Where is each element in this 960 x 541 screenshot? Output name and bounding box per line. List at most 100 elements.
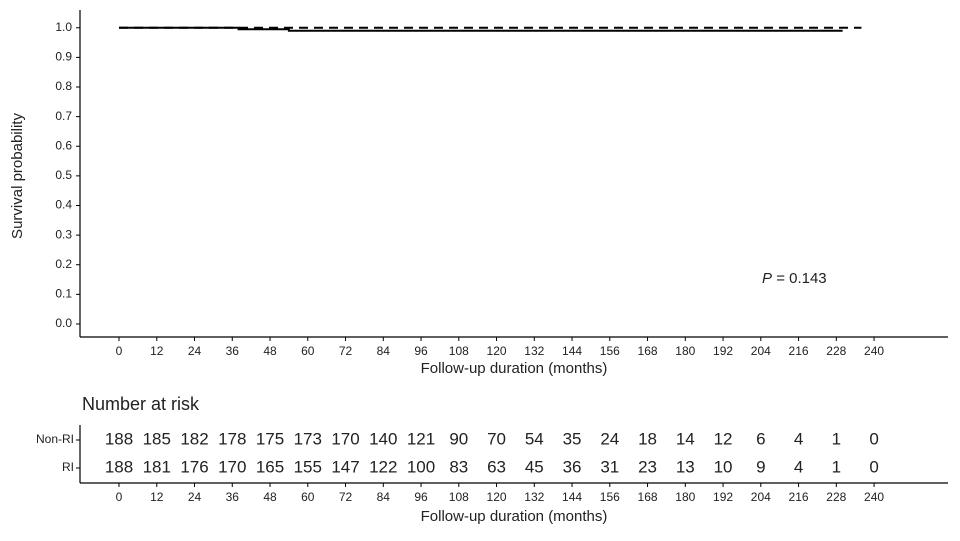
p-symbol: P	[762, 270, 772, 287]
x-tick-label: 96	[414, 490, 428, 504]
x-tick-label: 180	[675, 490, 695, 504]
x-tick-label: 60	[301, 490, 315, 504]
x-tick-label: 72	[339, 490, 353, 504]
x-tick-label: 0	[116, 490, 123, 504]
risk-count: 70	[487, 429, 506, 448]
risk-count: 12	[714, 429, 733, 448]
x-tick-label: 204	[751, 344, 771, 358]
x-tick-label: 0	[116, 344, 123, 358]
risk-count: 90	[449, 429, 468, 448]
risk-count: 155	[294, 457, 322, 476]
risk-count: 188	[105, 429, 133, 448]
risk-count: 100	[407, 457, 435, 476]
p-value: P = 0.143	[762, 270, 827, 287]
y-tick-label: 0.0	[55, 316, 72, 330]
risk-count: 175	[256, 429, 284, 448]
x-tick-label: 72	[339, 344, 353, 358]
risk-count: 121	[407, 429, 435, 448]
risk-count: 54	[525, 429, 544, 448]
risk-count: 147	[331, 457, 359, 476]
risk-count: 13	[676, 457, 695, 476]
row-label: Non-RI	[36, 432, 74, 446]
risk-count: 1	[832, 429, 841, 448]
y-tick-label: 0.9	[55, 50, 72, 64]
x-tick-label: 36	[226, 344, 240, 358]
risk-count: 36	[563, 457, 582, 476]
risk-count: 4	[794, 429, 803, 448]
y-tick-label: 0.4	[55, 198, 72, 212]
x-tick-label: 180	[675, 344, 695, 358]
risk-count: 165	[256, 457, 284, 476]
risk-count: 122	[369, 457, 397, 476]
x-tick-label: 204	[751, 490, 771, 504]
x-tick-label: 132	[524, 344, 544, 358]
y-tick-label: 0.6	[55, 138, 72, 152]
y-tick-label: 0.8	[55, 79, 72, 93]
risk-count: 176	[180, 457, 208, 476]
x-tick-label: 228	[826, 344, 846, 358]
x-tick-label: 240	[864, 490, 884, 504]
x-tick-label: 168	[638, 344, 658, 358]
x-tick-label: 24	[188, 490, 202, 504]
y-tick-label: 0.1	[55, 287, 72, 301]
x-tick-label: 168	[638, 490, 658, 504]
x-tick-label: 156	[600, 490, 620, 504]
x-tick-label: 192	[713, 344, 733, 358]
x-tick-label: 60	[301, 344, 315, 358]
y-tick-label: 1.0	[55, 20, 72, 34]
x-tick-label: 84	[377, 344, 391, 358]
y-tick-label: 0.2	[55, 257, 72, 271]
risk-count: 63	[487, 457, 506, 476]
risk-count: 9	[756, 457, 765, 476]
y-axis-label: Survival probability	[9, 113, 26, 239]
x-tick-label: 24	[188, 344, 202, 358]
x-tick-label: 108	[449, 344, 469, 358]
risk-count: 185	[143, 429, 171, 448]
x-tick-label: 132	[524, 490, 544, 504]
x-tick-label: 48	[263, 490, 277, 504]
x-tick-label: 144	[562, 344, 582, 358]
x-tick-label: 120	[487, 344, 507, 358]
x-tick-label: 36	[226, 490, 240, 504]
x-tick-label: 216	[789, 490, 809, 504]
risk-count: 18	[638, 429, 657, 448]
survival-curve	[119, 26, 843, 32]
row-label: RI	[62, 460, 74, 474]
risk-count: 140	[369, 429, 397, 448]
risk-count: 181	[143, 457, 171, 476]
x-axis-label: Follow-up duration (months)	[421, 360, 608, 377]
risk-count: 10	[714, 457, 733, 476]
risk-count: 31	[600, 457, 619, 476]
x-tick-label: 48	[263, 344, 277, 358]
risk-count: 45	[525, 457, 544, 476]
y-tick-label: 0.7	[55, 109, 72, 123]
x-tick-label: 144	[562, 490, 582, 504]
x-tick-label: 108	[449, 490, 469, 504]
risk-count: 170	[331, 429, 359, 448]
risk-count: 1	[832, 457, 841, 476]
risk-count: 4	[794, 457, 803, 476]
risk-count: 83	[449, 457, 468, 476]
x-tick-label: 156	[600, 344, 620, 358]
risk-count: 178	[218, 429, 246, 448]
risk-count: 188	[105, 457, 133, 476]
x-tick-label: 240	[864, 344, 884, 358]
x-tick-label: 12	[150, 490, 164, 504]
risk-count: 24	[600, 429, 619, 448]
risk-count: 6	[756, 429, 765, 448]
x-tick-label: 216	[789, 344, 809, 358]
risk-count: 14	[676, 429, 695, 448]
risk-count: 35	[563, 429, 582, 448]
risk-count: 0	[869, 457, 878, 476]
x-tick-label: 12	[150, 344, 164, 358]
x-axis-label: Follow-up duration (months)	[421, 508, 608, 525]
x-tick-label: 96	[414, 344, 428, 358]
x-tick-label: 192	[713, 490, 733, 504]
y-tick-label: 0.5	[55, 168, 72, 182]
risk-title: Number at risk	[82, 394, 200, 414]
y-tick-label: 0.3	[55, 227, 72, 241]
x-tick-label: 228	[826, 490, 846, 504]
p-text: = 0.143	[776, 270, 826, 287]
risk-count: 0	[869, 429, 878, 448]
